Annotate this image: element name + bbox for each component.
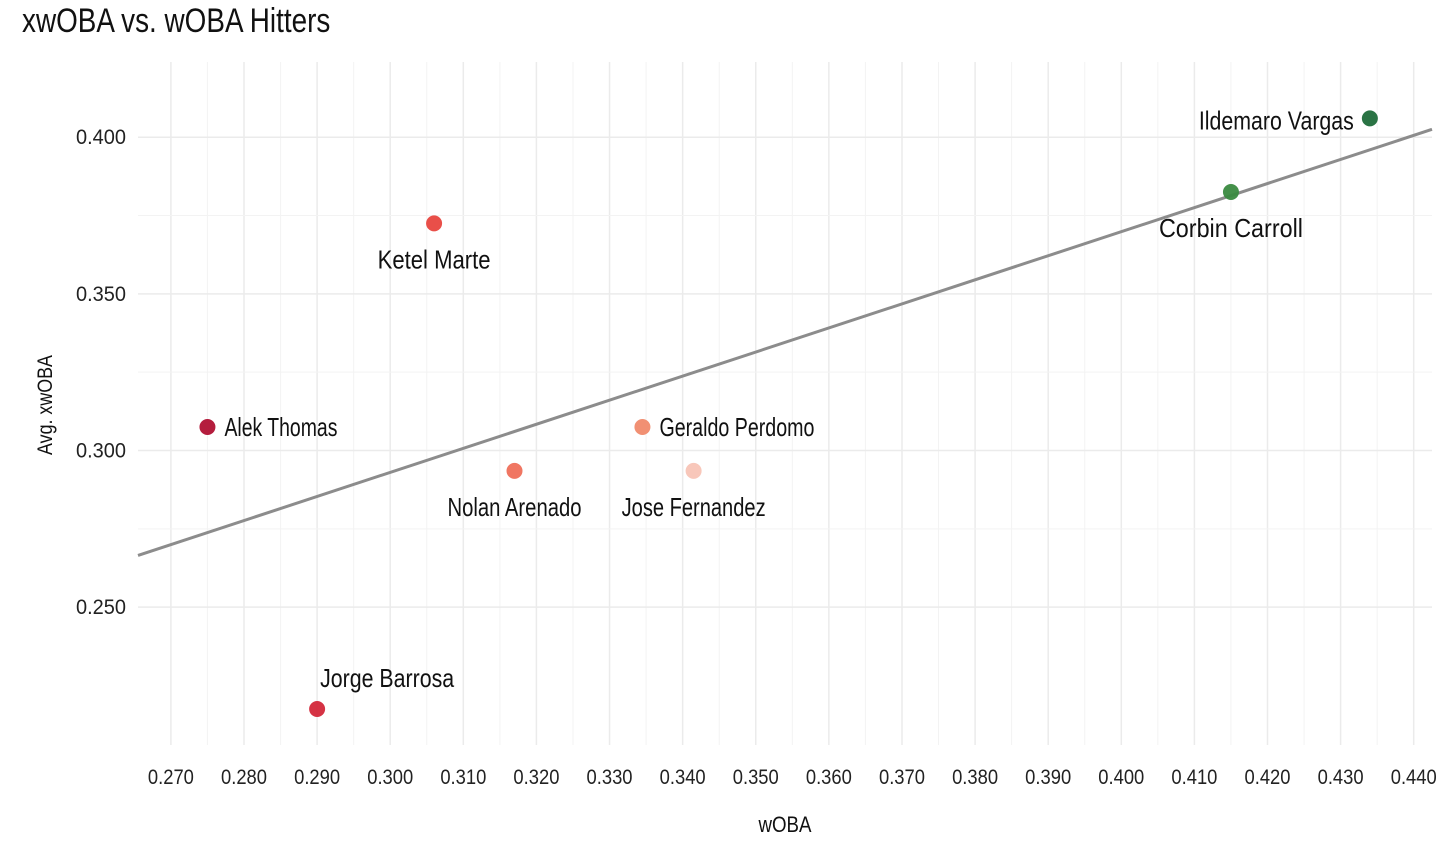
x-tick-label: 0.400 <box>1098 766 1144 789</box>
data-point <box>199 418 216 435</box>
data-point <box>1222 184 1239 201</box>
x-tick-label: 0.430 <box>1318 766 1364 789</box>
point-label: Geraldo Perdomo <box>659 412 814 442</box>
x-tick-label: 0.290 <box>294 766 340 789</box>
x-tick-label: 0.330 <box>587 766 633 789</box>
x-tick-label: 0.390 <box>1025 766 1071 789</box>
data-point <box>426 215 443 232</box>
point-label: Ketel Marte <box>378 244 491 274</box>
data-point <box>634 418 651 435</box>
x-tick-label: 0.370 <box>879 766 925 789</box>
data-point <box>506 462 523 479</box>
x-tick-label: 0.280 <box>221 766 267 789</box>
y-tick-label: 0.400 <box>76 126 126 149</box>
trend-line <box>137 127 1433 557</box>
x-tick-label: 0.300 <box>367 766 413 789</box>
y-tick-label: 0.300 <box>76 439 126 462</box>
x-tick-label: 0.360 <box>806 766 852 789</box>
x-tick-label: 0.350 <box>733 766 779 789</box>
x-tick-label: 0.310 <box>440 766 486 789</box>
point-label: Ildemaro Vargas <box>1199 105 1354 135</box>
data-point <box>1361 110 1378 127</box>
x-tick-label: 0.320 <box>513 766 559 789</box>
chart-title: xwOBA vs. wOBA Hitters <box>22 2 331 40</box>
x-tick-label: 0.410 <box>1171 766 1217 789</box>
point-label: Alek Thomas <box>224 412 337 442</box>
point-label: Nolan Arenado <box>448 492 582 522</box>
data-point <box>685 462 702 479</box>
point-label: Jose Fernandez <box>622 492 766 522</box>
x-tick-label: 0.440 <box>1391 766 1437 789</box>
point-label: Jorge Barrosa <box>320 663 454 693</box>
y-tick-label: 0.250 <box>76 596 126 619</box>
x-tick-label: 0.380 <box>952 766 998 789</box>
x-tick-label: 0.270 <box>148 766 194 789</box>
x-tick-label: 0.420 <box>1245 766 1291 789</box>
data-point <box>309 700 326 717</box>
y-tick-label: 0.350 <box>76 283 126 306</box>
x-tick-label: 0.340 <box>660 766 706 789</box>
x-axis-label: wOBA <box>758 812 812 837</box>
point-label: Corbin Carroll <box>1159 213 1303 243</box>
